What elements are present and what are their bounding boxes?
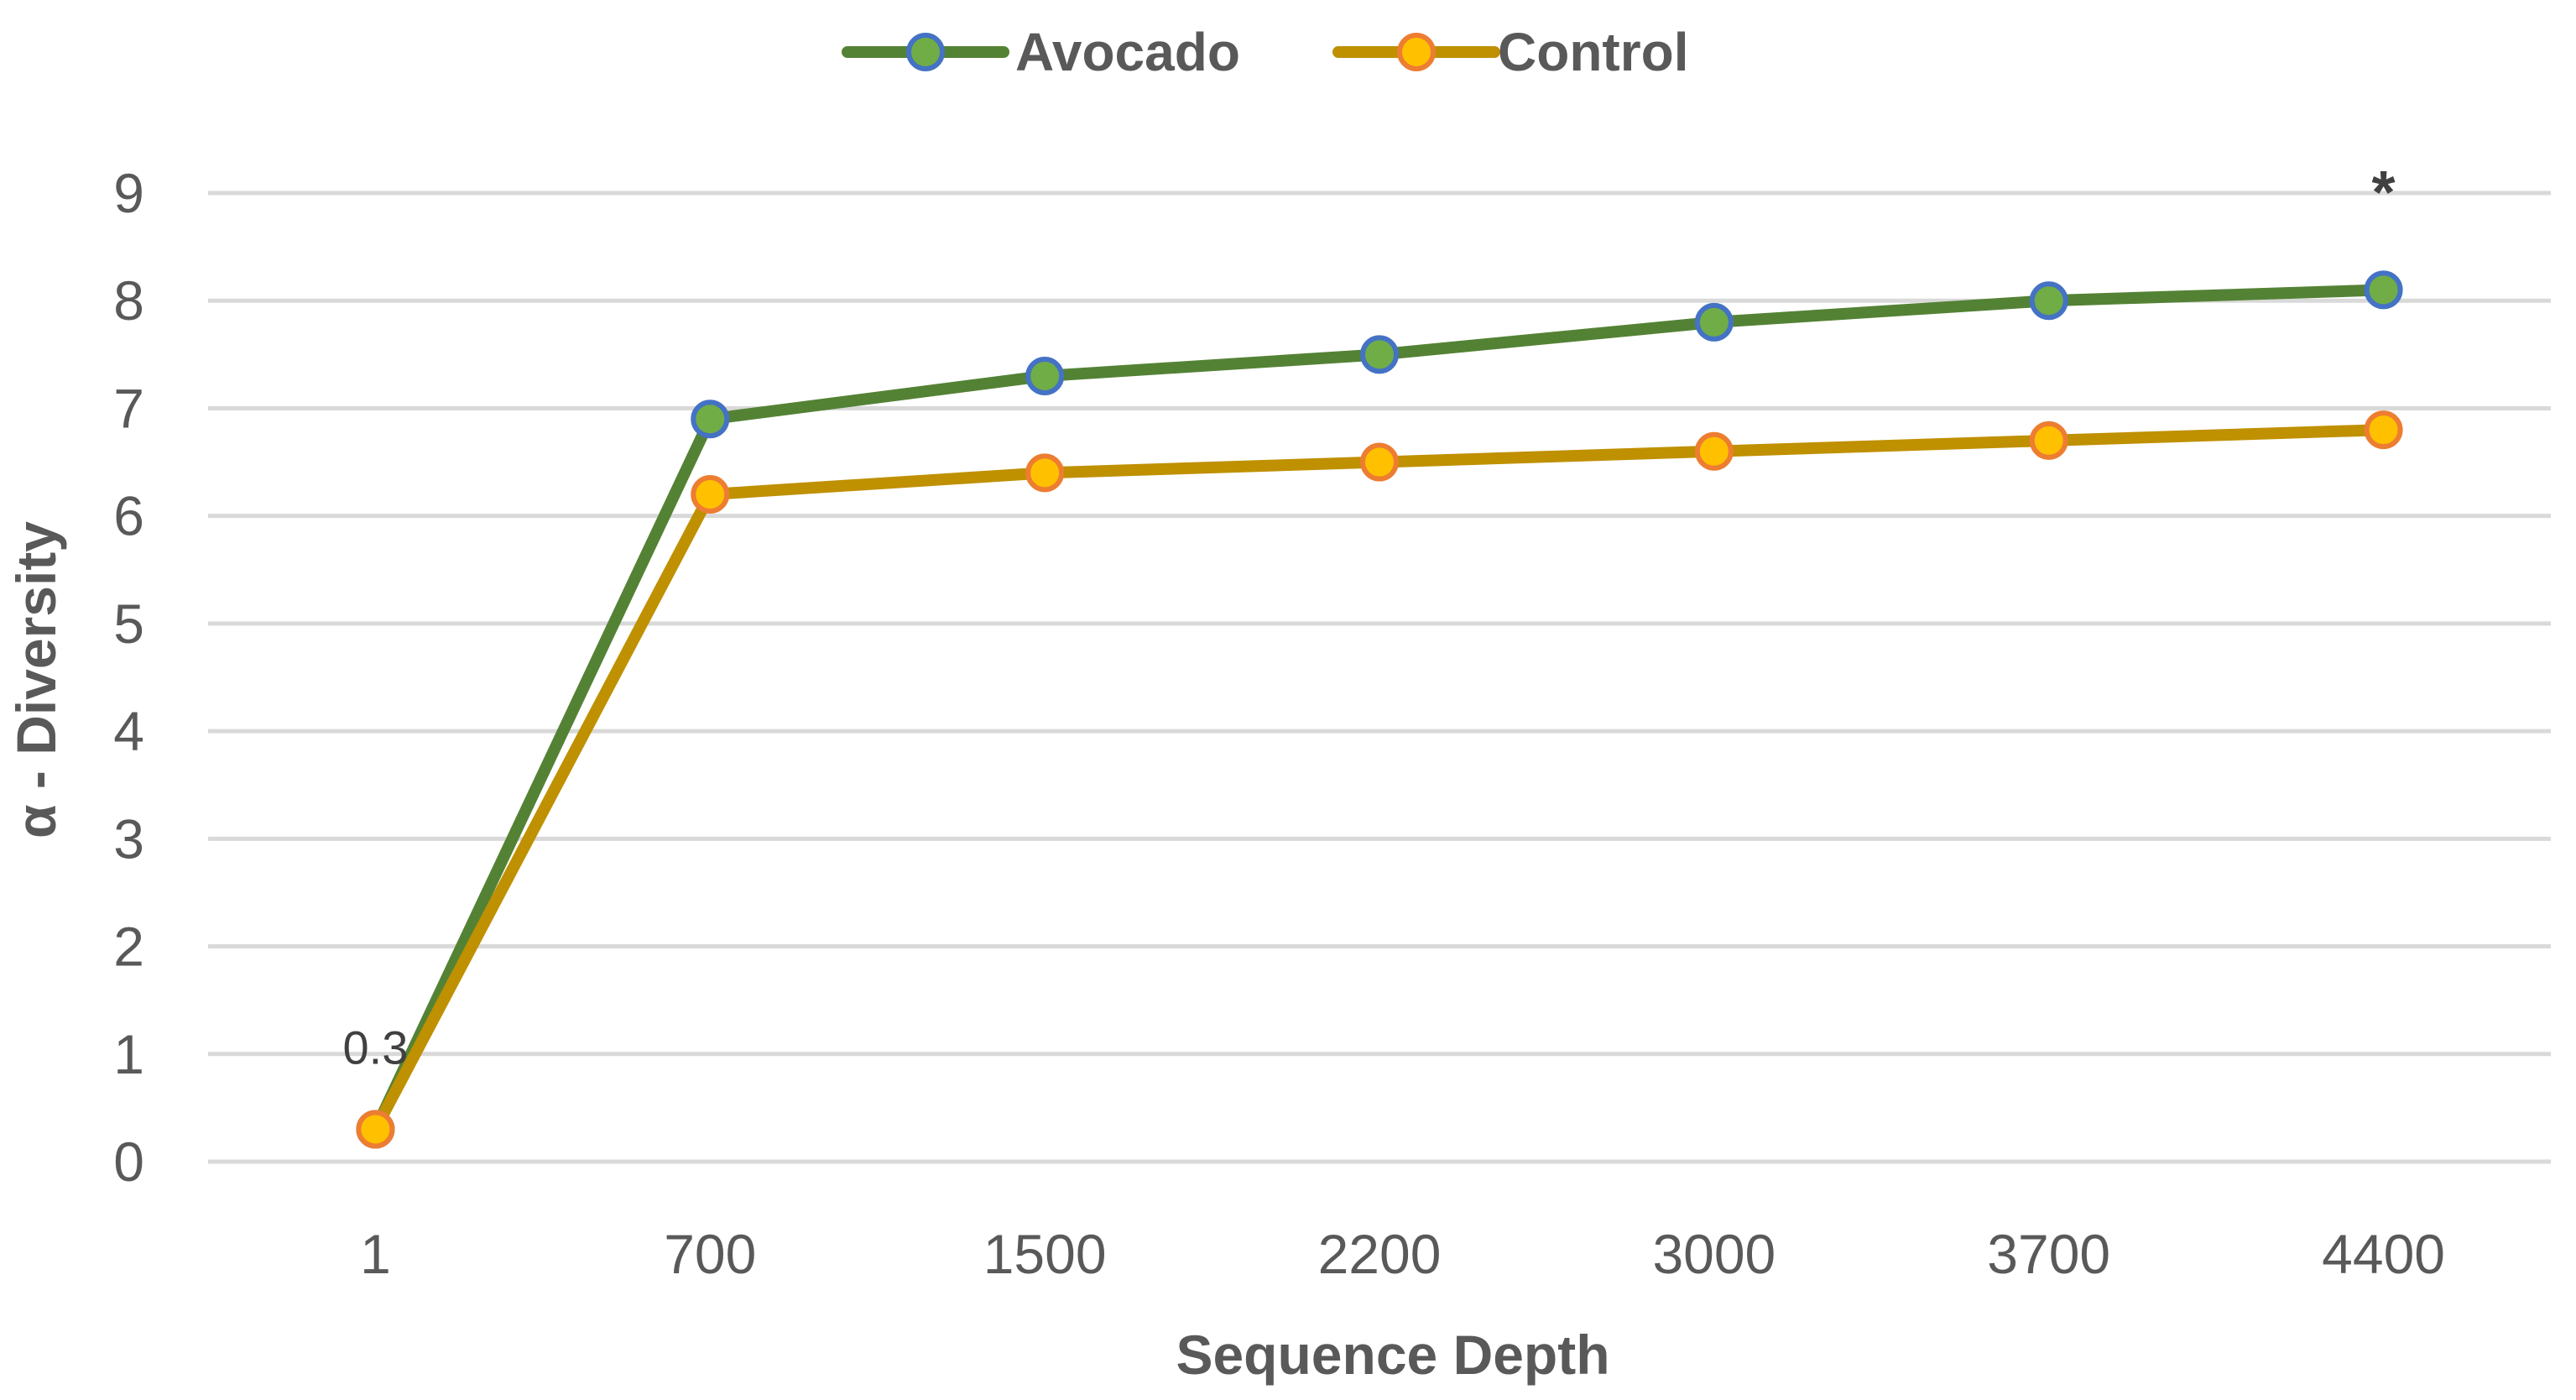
legend: Avocado Control [842, 22, 1689, 82]
data-point-control [2029, 421, 2068, 460]
y-tick-label: 4 [113, 700, 144, 762]
data-point-control [2364, 410, 2403, 450]
x-tick-label: 1500 [983, 1223, 1107, 1285]
y-tick-label: 8 [113, 269, 144, 332]
y-tick-label: 9 [113, 162, 144, 224]
y-tick-label: 2 [113, 916, 144, 978]
y-axis-ticks: 0 1 2 3 4 5 6 7 8 9 [113, 162, 144, 1193]
x-tick-label: 2200 [1318, 1223, 1442, 1285]
data-point-avocado [1025, 356, 1065, 395]
y-tick-label: 6 [113, 485, 144, 547]
x-tick-label: 700 [664, 1223, 756, 1285]
legend-marker [1397, 33, 1436, 71]
legend-label: Control [1498, 22, 1689, 82]
data-point-avocado [1360, 335, 1399, 374]
y-axis-title: α - Diversity [5, 521, 67, 838]
y-tick-label: 7 [113, 377, 144, 439]
x-axis-ticks: 1 700 1500 2200 3000 3700 4400 [360, 1223, 2445, 1285]
gridlines [208, 191, 2551, 1164]
data-point-avocado [2029, 281, 2068, 321]
data-point-avocado [2364, 270, 2403, 310]
series-lines [369, 284, 2390, 1136]
x-axis-title: Sequence Depth [1176, 1324, 1609, 1386]
x-tick-label: 3700 [1987, 1223, 2110, 1285]
x-tick-label: 4400 [2322, 1223, 2445, 1285]
data-point-control [356, 1110, 395, 1149]
data-point-avocado [1694, 302, 1734, 342]
data-point-control [691, 475, 730, 515]
data-label: 0.3 [342, 1021, 408, 1074]
legend-item-control: Control [1332, 22, 1689, 82]
legend-label: Avocado [1015, 22, 1240, 82]
y-tick-label: 5 [113, 593, 144, 655]
series-line-control [369, 424, 2390, 1136]
legend-marker [906, 33, 945, 71]
data-point-control [1025, 453, 1065, 493]
data-point-control [1360, 442, 1399, 482]
data-point-control [1694, 431, 1734, 471]
x-tick-label: 1 [360, 1223, 391, 1285]
y-tick-label: 3 [113, 807, 144, 870]
significance-marker: * [2372, 159, 2396, 227]
data-point-avocado [691, 400, 730, 439]
y-tick-label: 0 [113, 1131, 144, 1193]
series-line-avocado [369, 284, 2390, 1136]
legend-item-avocado: Avocado [842, 22, 1240, 82]
x-tick-label: 3000 [1652, 1223, 1776, 1285]
annotations: 0.3 * [342, 159, 2395, 1074]
series-markers [356, 270, 2403, 1149]
y-tick-label: 1 [113, 1023, 144, 1085]
